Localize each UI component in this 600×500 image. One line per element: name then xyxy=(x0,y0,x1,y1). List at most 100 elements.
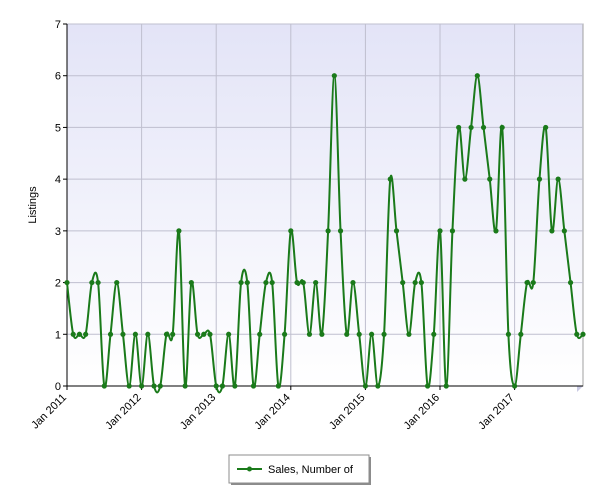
data-point xyxy=(132,331,138,337)
data-point xyxy=(412,279,418,286)
legend: Sales, Number of xyxy=(228,454,371,485)
data-point xyxy=(325,228,331,234)
data-point xyxy=(555,176,561,182)
data-point xyxy=(232,383,238,389)
grid-lines xyxy=(66,23,583,386)
x-tick-labels: Jan 2011 Jan 2012 Jan 2013 Jan 2014 Jan 2015… xyxy=(29,392,517,432)
data-point xyxy=(151,383,157,389)
data-point xyxy=(194,331,201,337)
data-point xyxy=(512,383,518,389)
data-point xyxy=(269,279,275,286)
data-point xyxy=(76,331,83,337)
data-point xyxy=(120,331,126,337)
data-point xyxy=(487,176,493,182)
y-tick-label: 1 xyxy=(55,329,61,341)
data-point xyxy=(157,383,163,389)
data-point xyxy=(89,279,95,286)
y-tick-label: 6 xyxy=(55,71,61,83)
series-sales xyxy=(64,73,586,394)
x-tick-label: Jan 2017 xyxy=(476,392,516,432)
data-point xyxy=(275,383,281,389)
data-point xyxy=(524,279,530,286)
data-point xyxy=(406,331,412,337)
x-tick-label: Jan 2013 xyxy=(178,392,218,432)
data-point xyxy=(101,383,107,389)
y-tick-labels: 0 1 2 3 4 5 6 7 xyxy=(55,19,61,393)
data-point xyxy=(400,279,406,286)
data-point xyxy=(468,124,474,131)
data-point xyxy=(418,279,424,286)
data-point xyxy=(201,331,207,337)
data-point xyxy=(257,331,263,337)
x-tick-label: Jan 2012 xyxy=(103,392,143,432)
data-point xyxy=(126,383,132,389)
data-point xyxy=(480,124,487,131)
data-point xyxy=(114,279,120,286)
data-point xyxy=(64,279,70,286)
data-point xyxy=(319,331,325,337)
data-point xyxy=(281,331,288,337)
data-point xyxy=(288,228,294,234)
data-point xyxy=(139,383,145,389)
data-point xyxy=(443,383,449,389)
data-point xyxy=(170,331,176,337)
x-tick-label: Jan 2016 xyxy=(402,392,442,432)
data-point xyxy=(219,383,226,389)
x-tick-label: Jan 2014 xyxy=(252,392,292,432)
data-point xyxy=(344,331,350,337)
legend-label: Sales, Number of xyxy=(268,464,354,476)
data-point xyxy=(331,73,337,79)
data-point xyxy=(337,228,344,234)
data-point xyxy=(369,331,375,337)
data-point xyxy=(543,124,549,131)
data-point xyxy=(163,331,170,337)
data-point xyxy=(574,331,580,337)
data-point xyxy=(263,279,269,286)
data-point xyxy=(238,279,244,286)
y-tick-label: 2 xyxy=(55,278,61,290)
y-tick-label: 0 xyxy=(55,381,61,393)
data-point xyxy=(387,176,393,182)
data-point xyxy=(176,228,182,234)
data-point xyxy=(493,228,499,234)
data-point xyxy=(561,228,567,234)
x-tick-label: Jan 2015 xyxy=(327,392,367,432)
data-point xyxy=(530,279,536,286)
data-point xyxy=(580,331,586,337)
data-point xyxy=(350,279,356,286)
y-tick-label: 5 xyxy=(55,122,61,134)
data-point xyxy=(95,279,101,286)
data-point xyxy=(83,331,89,337)
legend-marker-swatch xyxy=(247,466,252,472)
data-point xyxy=(567,279,574,286)
y-tick-label: 3 xyxy=(55,226,61,238)
data-point xyxy=(424,383,431,389)
data-point xyxy=(462,176,468,182)
data-point xyxy=(356,331,362,337)
data-point xyxy=(437,228,443,234)
data-point xyxy=(549,228,555,234)
data-point xyxy=(375,383,381,389)
data-point xyxy=(70,331,76,337)
data-point xyxy=(182,383,188,389)
x-tick-label: Jan 2011 xyxy=(29,392,69,432)
y-tick-label: 4 xyxy=(55,174,61,186)
data-point xyxy=(449,228,456,234)
data-point xyxy=(207,331,213,337)
data-point xyxy=(226,331,232,337)
data-point xyxy=(456,124,462,131)
data-point xyxy=(505,331,511,337)
data-point xyxy=(244,279,250,286)
data-point xyxy=(474,73,480,79)
y-tick-label: 7 xyxy=(55,19,61,31)
data-point xyxy=(294,279,300,286)
data-point xyxy=(381,331,387,337)
data-point xyxy=(107,331,114,337)
data-point xyxy=(306,331,313,337)
data-point xyxy=(536,176,543,182)
data-point xyxy=(393,228,400,234)
data-point xyxy=(431,331,437,337)
data-point xyxy=(250,383,257,389)
data-point xyxy=(362,383,369,389)
